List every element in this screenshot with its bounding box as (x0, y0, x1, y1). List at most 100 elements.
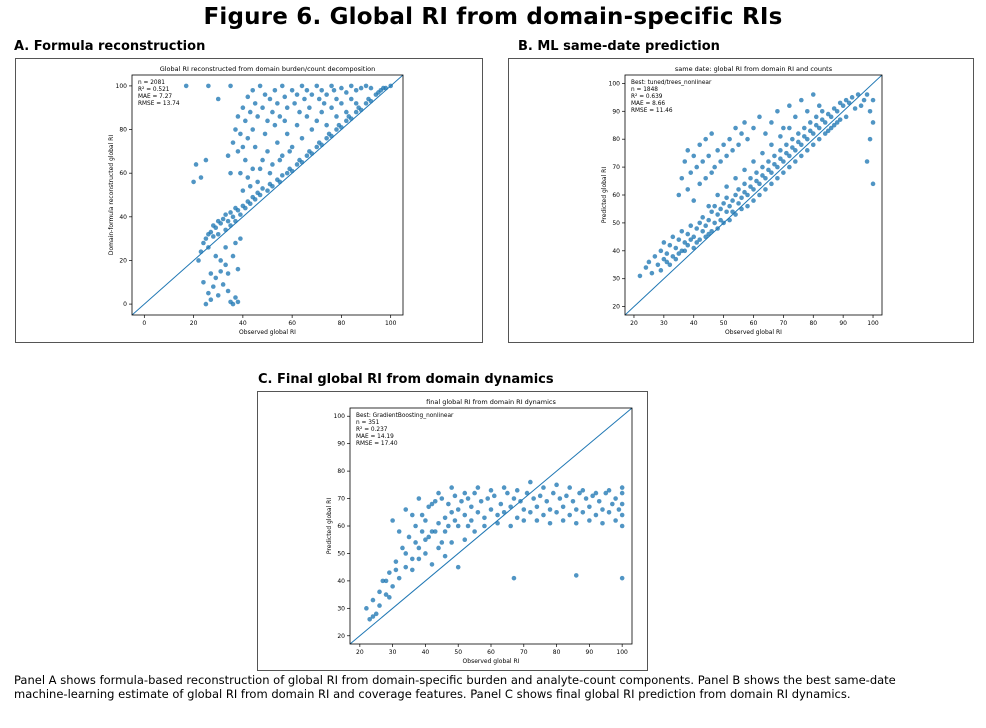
scatter-point (573, 520, 579, 526)
scatter-point (429, 501, 435, 507)
scatter-point (799, 153, 804, 159)
y-axis-label: Domain-formula reconstructed global RI (108, 135, 115, 255)
scatter-point (804, 136, 810, 142)
points-group (183, 83, 393, 307)
stats-line: Best: GradientBoosting_nonlinear (356, 413, 454, 419)
scatter-point (416, 556, 422, 562)
scatter-point (721, 142, 726, 148)
scatter-point (834, 108, 840, 114)
panel-b-chart: same date: global RI from domain RI and … (601, 65, 883, 336)
scatter-point (772, 153, 777, 159)
scatter-point (658, 268, 664, 273)
scatter-point (796, 131, 801, 136)
scatter-point (223, 262, 228, 268)
scatter-point (250, 166, 256, 172)
scatter-point (551, 490, 556, 496)
scatter-point (287, 149, 292, 154)
scatter-point (383, 592, 389, 597)
scatter-point (804, 148, 810, 153)
x-tick-label: 40 (239, 320, 247, 327)
scatter-point (339, 101, 344, 106)
scatter-point (380, 578, 386, 584)
scatter-point (534, 518, 540, 523)
scatter-point (370, 614, 376, 619)
scatter-point (238, 131, 243, 137)
scatter-point (724, 184, 729, 189)
scatter-point (828, 125, 834, 131)
scatter-point (482, 515, 487, 521)
scatter-point (449, 485, 454, 490)
scatter-point (329, 83, 334, 89)
scatter-point (810, 92, 816, 97)
scatter-point (265, 149, 270, 154)
scatter-point (442, 515, 448, 521)
scatter-point (751, 159, 756, 164)
scatter-point (203, 301, 209, 307)
scatter-point (267, 96, 273, 102)
scatter-point (534, 504, 540, 510)
scatter-point (482, 523, 487, 529)
scatter-point (403, 551, 409, 556)
scatter-point (292, 101, 297, 106)
scatter-point (245, 175, 251, 180)
scatter-point (348, 83, 354, 89)
scatter-point (228, 83, 233, 89)
x-tick-label: 20 (190, 320, 198, 327)
scatter-point (304, 87, 310, 93)
scatter-point (406, 534, 412, 540)
scatter-point (796, 139, 801, 145)
scatter-point (426, 504, 431, 510)
scatter-point (567, 485, 572, 490)
scatter-point (685, 187, 691, 192)
scatter-point (646, 259, 652, 265)
scatter-point (703, 223, 708, 228)
scatter-point (787, 125, 792, 131)
panel-a-chart: Global RI reconstructed from domain burd… (108, 65, 404, 336)
scatter-point (436, 490, 441, 496)
identity-line (132, 75, 403, 315)
scatter-point (712, 203, 717, 209)
x-tick-label: 0 (142, 320, 146, 327)
scatter-point (828, 114, 834, 120)
y-tick-label: 100 (334, 413, 346, 420)
scatter-point (465, 496, 471, 501)
scatter-point (270, 109, 275, 115)
scatter-point (501, 485, 507, 490)
scatter-point (810, 142, 816, 148)
x-tick-label: 90 (586, 649, 594, 656)
scatter-point (469, 504, 474, 510)
scatter-point (235, 207, 241, 213)
scatter-point (279, 173, 285, 178)
scatter-point (218, 221, 223, 226)
scatter-point (364, 606, 369, 611)
scatter-point (410, 512, 415, 518)
scatter-point (757, 114, 762, 120)
scatter-point (334, 114, 339, 119)
x-tick-label: 60 (750, 320, 758, 327)
scatter-point (416, 496, 422, 501)
scatter-point (554, 509, 559, 515)
scatter-point (465, 523, 471, 529)
scatter-point (498, 501, 504, 507)
scatter-point (235, 266, 241, 272)
scatter-point (837, 100, 843, 106)
scatter-point (852, 106, 858, 111)
scatter-point (309, 92, 315, 97)
scatter-point (233, 127, 238, 132)
scatter-point (339, 85, 344, 91)
panel-c-frame: final global RI from domain RI dynamics 2… (257, 391, 648, 671)
scatter-point (679, 175, 685, 181)
panel-b-frame: same date: global RI from domain RI and … (508, 58, 974, 343)
scatter-point (260, 157, 265, 163)
scatter-point (314, 83, 320, 89)
scatter-point (730, 148, 735, 153)
scatter-point (870, 120, 876, 125)
scatter-point (279, 83, 285, 89)
scatter-point (736, 201, 741, 206)
scatter-point (778, 148, 783, 153)
scatter-point (766, 167, 771, 173)
scatter-point (191, 179, 196, 185)
scatter-point (459, 499, 464, 504)
scatter-point (511, 575, 517, 581)
scatter-point (403, 507, 409, 512)
